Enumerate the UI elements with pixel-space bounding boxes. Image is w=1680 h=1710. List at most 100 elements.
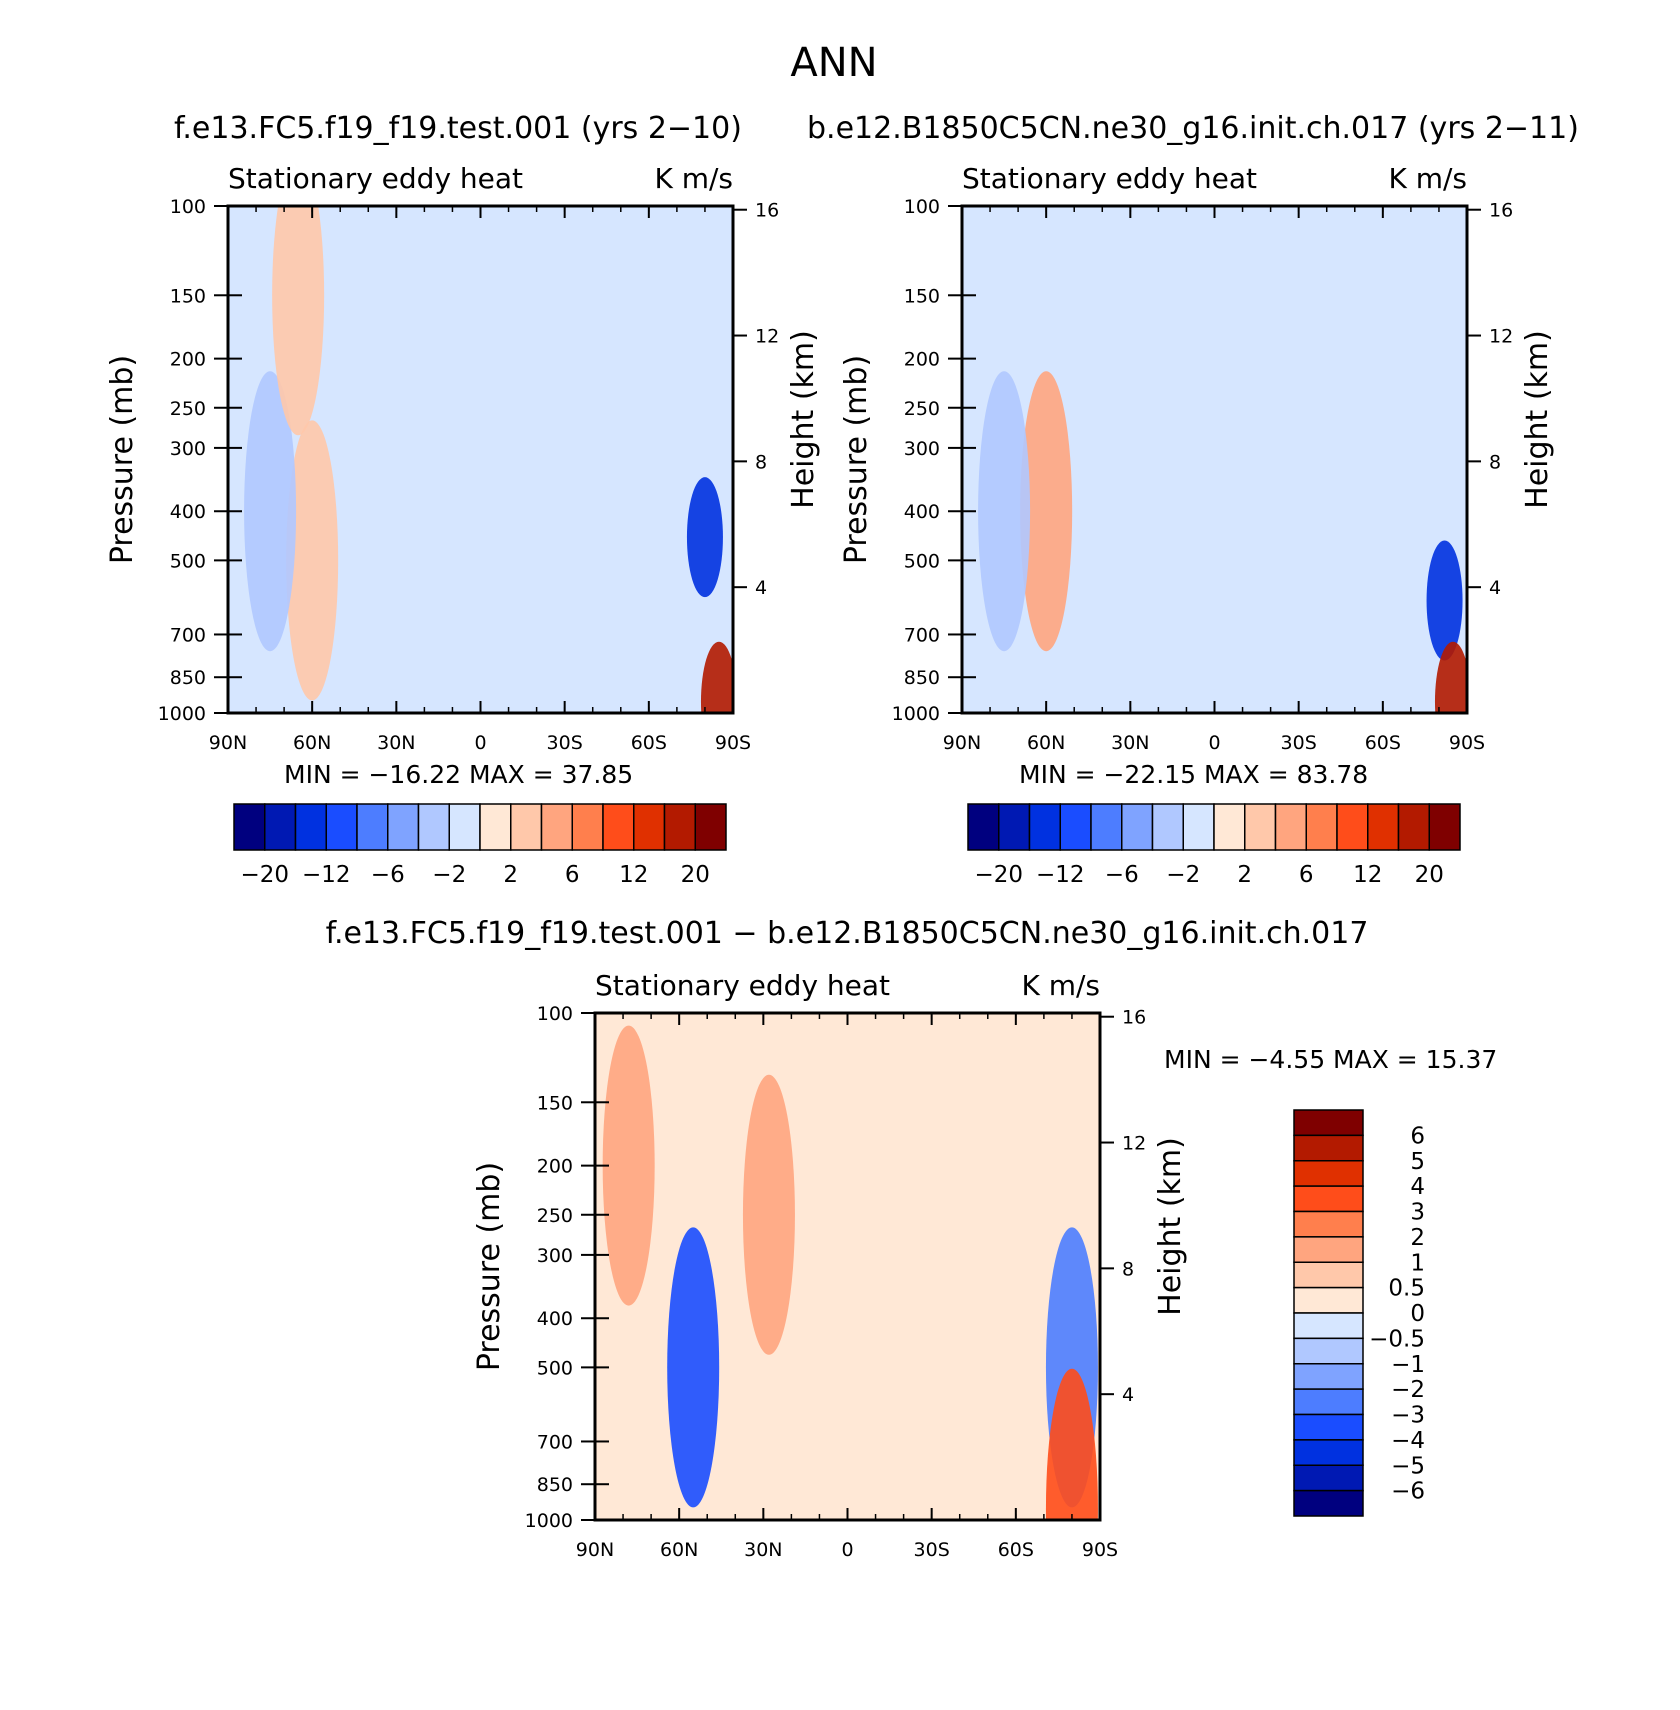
colorbar-swatch (1293, 1134, 1364, 1162)
colorbar-label: −12 (1036, 862, 1085, 888)
field-feature (286, 420, 339, 701)
y2-axis-label: Height (km) (1153, 1137, 1188, 1316)
colorbar-swatch (479, 803, 512, 851)
y-tick-label: 700 (537, 1431, 573, 1453)
field-feature (742, 1074, 795, 1355)
x-tick-label: 90N (576, 1539, 614, 1561)
y-tick-label: 700 (904, 624, 940, 646)
height-tick-label: 12 (1489, 326, 1513, 348)
colorbar-swatch (1293, 1160, 1364, 1187)
colorbar-swatch (1090, 803, 1123, 851)
x-tick-label: 60S (1365, 732, 1401, 754)
colorbar-swatch (1274, 803, 1307, 851)
subtitle-left: Stationary eddy heat (228, 162, 523, 195)
y-tick-label: 250 (904, 398, 940, 420)
colorbar-label: −6 (1391, 1479, 1425, 1505)
colorbar-swatch (264, 803, 297, 851)
x-tick-label: 30S (547, 732, 583, 754)
y-tick-label: 700 (170, 624, 206, 646)
page-title: ANN (790, 40, 877, 86)
height-tick-label: 4 (1122, 1384, 1134, 1406)
colorbar-label: 0.5 (1388, 1276, 1425, 1302)
x-tick-label: 30S (1281, 732, 1317, 754)
x-tick-label: 90S (1082, 1539, 1118, 1561)
x-tick-label: 90N (943, 732, 981, 754)
x-tick-label: 60S (631, 732, 667, 754)
colorbar-label: 1 (1410, 1250, 1425, 1276)
colorbar-label: −3 (1391, 1403, 1425, 1429)
colorbar-swatch (1213, 803, 1246, 851)
colorbar-label: 2 (1237, 862, 1252, 888)
colorbar-swatch (1293, 1489, 1364, 1517)
y-tick-label: 1000 (892, 703, 940, 725)
panel-left: Stationary eddy heat K m/s 90N 60N 30N 0 30S 60… (105, 162, 821, 888)
y-tick-label: 300 (904, 438, 940, 460)
contour-field (228, 206, 733, 713)
y-tick-label: 200 (170, 349, 206, 371)
min-max-text: MIN = −16.22 MAX = 37.85 (284, 760, 633, 789)
field-feature (1045, 1368, 1098, 1520)
y2-axis-label: Height (km) (1520, 330, 1555, 509)
y-tick-label: 1000 (525, 1510, 573, 1532)
y2-axis-label: Height (km) (786, 330, 821, 509)
colorbar-swatch (356, 803, 389, 851)
colorbar-swatch (998, 803, 1031, 851)
field-feature (978, 371, 1031, 652)
height-tick-label: 12 (1122, 1133, 1146, 1155)
field-feature (1426, 540, 1463, 661)
colorbar-swatch (417, 803, 450, 851)
x-tick-label: 30N (744, 1539, 782, 1561)
colorbar-label: −20 (240, 862, 289, 888)
colorbar-swatch (233, 803, 266, 851)
colorbar-label: −6 (371, 862, 405, 888)
colorbar-swatch (1293, 1439, 1364, 1466)
colorbar-swatch (663, 803, 696, 851)
y-tick-label: 100 (537, 1003, 573, 1025)
colorbar-label: −20 (974, 862, 1023, 888)
y-tick-label: 400 (170, 501, 206, 523)
height-tick-label: 4 (1489, 577, 1501, 599)
colorbar-swatch (1293, 1312, 1364, 1340)
colorbar-label: 0 (1410, 1301, 1425, 1327)
y-tick-label: 150 (170, 285, 206, 307)
field-feature (272, 206, 325, 436)
title-left: f.e13.FC5.f19_f19.test.001 (yrs 2−10) (174, 111, 742, 146)
y-tick-label: 250 (537, 1205, 573, 1227)
y-tick-label: 300 (537, 1245, 573, 1267)
colorbar-swatch (1293, 1337, 1364, 1365)
colorbar-swatch (1293, 1236, 1364, 1263)
colorbar-swatch (1367, 803, 1400, 851)
x-tick-label: 0 (841, 1539, 853, 1561)
x-tick-label: 30N (1111, 732, 1149, 754)
colorbar-swatch (1293, 1286, 1364, 1314)
y-tick-label: 100 (170, 196, 206, 218)
colorbar-label: 20 (681, 862, 710, 888)
x-tick-label: 90N (209, 732, 247, 754)
colorbar-swatch (967, 803, 1000, 851)
y-tick-label: 250 (170, 398, 206, 420)
colorbar-swatch (510, 803, 543, 851)
y-tick-label: 300 (170, 438, 206, 460)
colorbar-swatch (694, 803, 727, 851)
colorbar-swatch (1121, 803, 1154, 851)
min-max-text: MIN = −22.15 MAX = 83.78 (1019, 760, 1368, 789)
colorbar-label: 12 (619, 862, 648, 888)
colorbar-swatch (1305, 803, 1338, 851)
colorbar-swatch (571, 803, 604, 851)
field-feature (244, 371, 297, 652)
height-tick-label: 16 (755, 200, 779, 222)
x-tick-label: 60S (998, 1539, 1034, 1561)
subtitle-left: Stationary eddy heat (962, 162, 1257, 195)
y-tick-label: 1000 (158, 703, 206, 725)
title-right: b.e12.B1850C5CN.ne30_g16.init.ch.017 (yr… (807, 111, 1579, 146)
y-tick-label: 500 (537, 1357, 573, 1379)
colorbar-label: −4 (1391, 1428, 1425, 1454)
colorbar-swatch (1336, 803, 1369, 851)
colorbar-swatch (1397, 803, 1430, 851)
y-tick-label: 500 (170, 550, 206, 572)
y-tick-label: 150 (537, 1092, 573, 1114)
height-tick-label: 8 (1489, 451, 1501, 473)
height-tick-label: 8 (1122, 1258, 1134, 1280)
